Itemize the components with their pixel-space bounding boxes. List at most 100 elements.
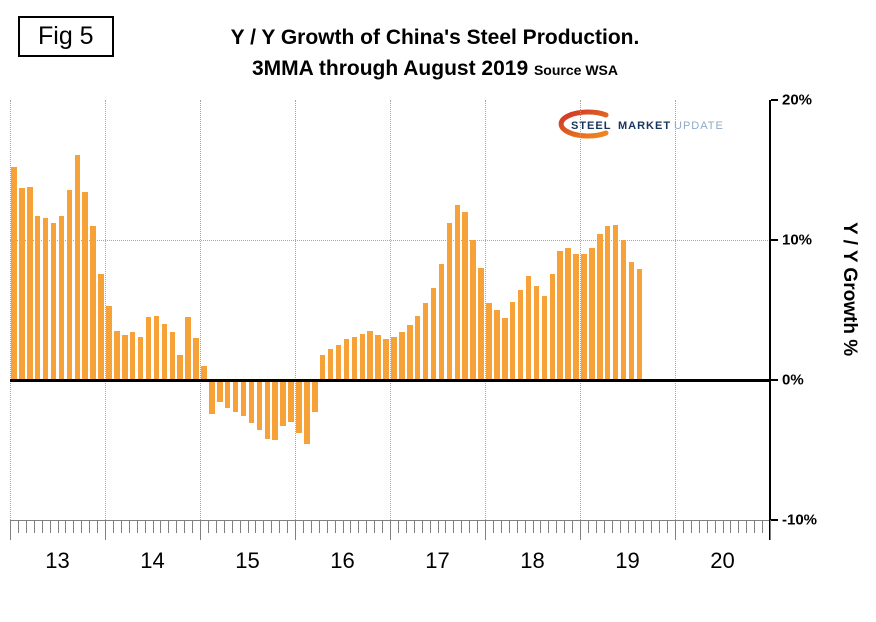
bar <box>533 286 540 380</box>
bar <box>494 310 500 380</box>
x-tick-month <box>231 520 233 533</box>
bar <box>565 248 571 380</box>
x-tick-month <box>532 520 534 533</box>
bar <box>288 380 294 422</box>
x-tick-month <box>310 520 312 533</box>
bar <box>169 332 176 380</box>
bar <box>589 248 595 380</box>
x-tick-month <box>374 520 376 533</box>
x-axis-year-labels: 13 14 15 16 17 18 19 20 <box>10 548 770 574</box>
x-tick-month <box>413 520 415 533</box>
x-tick-month <box>342 520 344 533</box>
bar <box>185 317 191 380</box>
bar <box>74 154 81 380</box>
bar <box>343 339 350 380</box>
x-tick-month <box>17 520 19 533</box>
y-tick-label-20: 20% <box>782 91 813 109</box>
bar <box>327 349 334 380</box>
x-tick-month <box>453 520 455 533</box>
x-tick-month <box>97 520 99 533</box>
bar <box>502 318 508 380</box>
gridline-vertical <box>10 100 11 520</box>
figure-label-box: Fig 5 <box>18 16 114 57</box>
x-tick-month <box>239 520 241 533</box>
logo-update-text: UPDATE <box>674 120 724 132</box>
x-tick-month <box>754 520 756 533</box>
bar <box>351 336 358 380</box>
bar <box>525 276 532 380</box>
bar <box>636 269 643 380</box>
bar <box>280 380 286 427</box>
x-tick-month <box>682 520 684 533</box>
x-tick-month <box>271 520 273 533</box>
bar <box>335 345 342 380</box>
bar <box>82 192 88 380</box>
bar <box>129 332 136 380</box>
bar <box>312 380 318 413</box>
y-axis-title: Y / Y Growth % <box>839 222 860 357</box>
x-tick-month <box>302 520 304 533</box>
bar <box>438 263 445 380</box>
x-tick-month <box>279 520 281 533</box>
x-year-label: 18 <box>520 548 545 573</box>
bar <box>224 380 231 408</box>
x-tick-month <box>524 520 526 533</box>
x-tick-year <box>770 520 771 540</box>
x-tick-month <box>152 520 154 533</box>
x-tick-month <box>619 520 621 533</box>
y-tick-label-neg10: -10% <box>782 511 818 529</box>
zero-line <box>10 378 770 382</box>
x-tick-month <box>556 520 558 533</box>
y-axis-line <box>769 100 771 540</box>
x-tick-month <box>397 520 399 533</box>
bar <box>11 167 17 380</box>
x-year-label: 19 <box>615 548 640 573</box>
x-tick-month <box>508 520 510 533</box>
bar <box>217 380 223 403</box>
bar <box>430 287 437 380</box>
chart-title-line2: 3MMA through August 2019 Source WSA <box>110 57 760 81</box>
chart-subtitle: 3MMA through August 2019 <box>252 57 529 80</box>
x-tick-month <box>714 520 716 533</box>
x-tick-month <box>255 520 257 533</box>
x-tick-month <box>635 520 637 533</box>
x-tick-month <box>429 520 431 533</box>
y-tick-mark <box>771 239 778 241</box>
x-tick-month <box>667 520 669 533</box>
logo-market-text: MARKET <box>618 120 671 132</box>
bar <box>359 333 366 380</box>
x-tick-month <box>651 520 653 533</box>
x-tick-month <box>643 520 645 533</box>
bar <box>209 380 215 414</box>
x-tick-month <box>73 520 75 533</box>
bar <box>122 335 128 380</box>
bar <box>19 188 25 380</box>
bar <box>153 315 160 380</box>
bar <box>240 380 247 417</box>
x-tick-month <box>318 520 320 533</box>
bar <box>509 301 516 380</box>
x-tick-year <box>485 520 486 540</box>
bar <box>612 224 619 380</box>
x-tick-month <box>112 520 114 533</box>
bar <box>367 331 373 380</box>
x-tick-month <box>144 520 146 533</box>
x-tick-month <box>706 520 708 533</box>
x-year-label: 17 <box>425 548 450 573</box>
x-tick-month <box>469 520 471 533</box>
x-tick-month <box>366 520 368 533</box>
x-tick-month <box>540 520 542 533</box>
x-tick-month <box>192 520 194 533</box>
x-tick-month <box>350 520 352 533</box>
x-tick-month <box>168 520 170 533</box>
x-tick-month <box>595 520 597 533</box>
x-tick-month <box>611 520 613 533</box>
x-tick-month <box>690 520 692 533</box>
x-tick-month <box>128 520 130 533</box>
x-tick-month <box>33 520 35 533</box>
x-tick-month <box>492 520 494 533</box>
x-tick-month <box>587 520 589 533</box>
x-tick-month <box>120 520 122 533</box>
bar <box>383 339 389 380</box>
